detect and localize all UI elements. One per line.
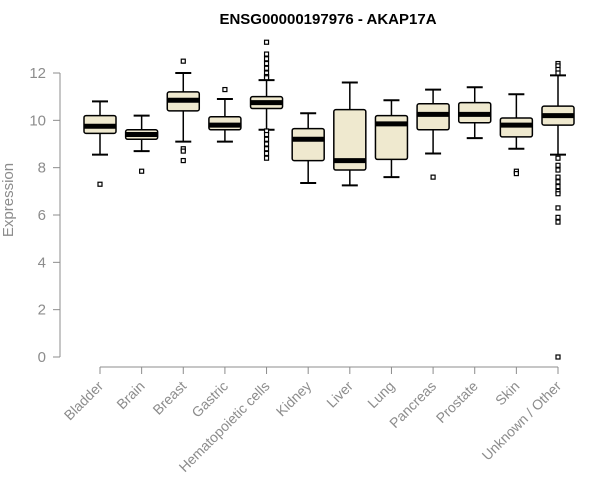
box-kidney bbox=[291, 112, 325, 185]
box-iqr bbox=[333, 108, 367, 171]
outlier-point bbox=[263, 75, 270, 81]
x-tick-label: Skin bbox=[492, 378, 523, 409]
y-axis-label: Expression bbox=[0, 163, 17, 237]
outlier-point bbox=[555, 162, 561, 168]
x-tick-label: Bladder bbox=[61, 378, 107, 424]
box-lung bbox=[374, 99, 409, 179]
x-tick-label: Lung bbox=[364, 378, 397, 411]
outlier-point bbox=[555, 155, 561, 161]
outlier-point bbox=[555, 191, 561, 197]
box-liver bbox=[333, 81, 367, 187]
outlier-point bbox=[555, 70, 561, 76]
y-tick-label: 8 bbox=[38, 160, 46, 177]
outlier-point bbox=[263, 146, 270, 152]
x-tick-label: Brain bbox=[113, 378, 147, 412]
outlier-point bbox=[555, 179, 561, 185]
box-pancreas bbox=[416, 88, 450, 180]
x-tick-label: Kidney bbox=[273, 378, 315, 420]
y-tick-label: 0 bbox=[38, 349, 46, 366]
y-tick-label: 6 bbox=[38, 207, 46, 224]
x-tick-label: Unknown / Other bbox=[479, 378, 565, 464]
box-breast bbox=[166, 58, 201, 164]
box-unknown-other bbox=[541, 60, 575, 360]
outlier-point bbox=[430, 174, 436, 180]
x-tick-label: Breast bbox=[149, 378, 189, 418]
outlier-point bbox=[263, 39, 270, 45]
outlier-point bbox=[97, 181, 103, 187]
y-tick-label: 4 bbox=[38, 254, 46, 271]
outlier-point bbox=[263, 150, 270, 157]
outlier-point bbox=[555, 174, 561, 180]
outlier-point bbox=[263, 155, 270, 161]
outlier-point bbox=[555, 167, 561, 173]
outlier-point bbox=[555, 354, 561, 360]
box-series bbox=[83, 39, 575, 360]
outlier-point bbox=[222, 86, 228, 93]
y-tick-label: 2 bbox=[38, 302, 46, 319]
box-skin bbox=[499, 93, 534, 177]
outlier-point bbox=[139, 168, 145, 174]
outlier-point bbox=[555, 214, 561, 220]
outlier-point bbox=[263, 136, 270, 142]
outlier-point bbox=[555, 205, 561, 211]
box-bladder bbox=[83, 100, 117, 187]
outlier-point bbox=[180, 148, 186, 154]
outlier-point bbox=[513, 170, 519, 177]
box-prostate bbox=[457, 86, 492, 140]
box-hematopoietic-cells bbox=[249, 39, 284, 161]
outlier-point bbox=[180, 157, 186, 164]
outlier-point bbox=[263, 51, 270, 57]
outlier-point bbox=[555, 184, 561, 190]
box-iqr bbox=[291, 127, 325, 162]
outlier-point bbox=[263, 65, 270, 71]
box-gastric bbox=[208, 86, 242, 143]
outlier-point bbox=[263, 56, 270, 62]
chart-title: ENSG00000197976 - AKAP17A bbox=[219, 11, 436, 28]
outlier-point bbox=[180, 58, 186, 64]
y-tick-label: 12 bbox=[29, 65, 46, 82]
y-tick-label: 10 bbox=[29, 112, 46, 129]
outlier-point bbox=[263, 131, 270, 138]
outlier-point bbox=[555, 219, 561, 225]
box-iqr bbox=[374, 114, 409, 161]
y-axis: 0 2 4 6 8 10 12 bbox=[29, 65, 61, 366]
x-tick-label: Prostate bbox=[433, 378, 481, 426]
outlier-point bbox=[263, 141, 270, 147]
x-tick-label: Liver bbox=[323, 378, 356, 411]
outlier-point bbox=[263, 60, 270, 67]
box-brain bbox=[124, 114, 159, 174]
